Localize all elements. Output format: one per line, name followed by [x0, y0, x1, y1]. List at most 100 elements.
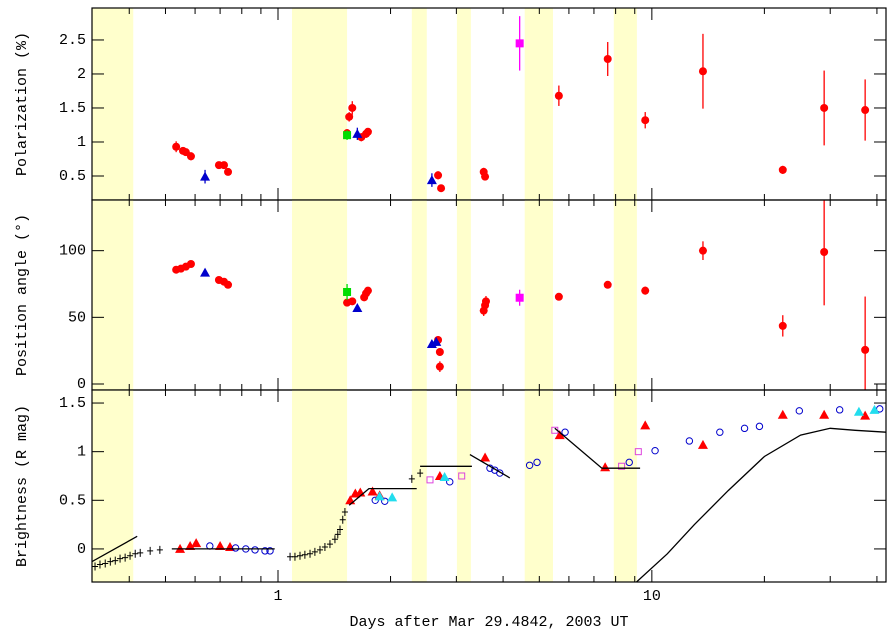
point: [435, 362, 444, 371]
point: [92, 562, 99, 571]
point: [435, 348, 444, 356]
shaded-interval: [292, 8, 348, 200]
point: [640, 420, 651, 430]
x-tick-label: 10: [643, 588, 661, 605]
point: [740, 424, 749, 433]
point: [755, 422, 764, 431]
y-tick-label: 1.5: [59, 100, 86, 117]
point: [132, 549, 139, 558]
panel-frame: [91, 389, 887, 583]
point: [437, 184, 446, 193]
point: [481, 297, 490, 306]
plot-area: [92, 200, 870, 390]
point: [107, 557, 114, 566]
point: [112, 556, 119, 565]
point: [795, 407, 804, 415]
point: [387, 492, 398, 502]
shaded-interval: [92, 200, 134, 390]
point: [554, 430, 565, 440]
point: [331, 535, 338, 544]
y-tick-label: 0.5: [59, 168, 86, 185]
point: [820, 248, 829, 256]
point: [853, 406, 864, 416]
shaded-interval: [411, 8, 427, 200]
point: [481, 172, 490, 181]
point: [200, 267, 211, 277]
point: [185, 541, 196, 551]
point: [861, 345, 870, 354]
point: [348, 297, 357, 306]
shaded-interval: [524, 390, 554, 582]
plot-area: [92, 390, 886, 582]
point: [634, 448, 642, 456]
y-tick-label: 0: [77, 376, 86, 393]
point: [625, 458, 633, 467]
point: [296, 551, 303, 560]
point: [316, 545, 323, 554]
point: [352, 303, 363, 312]
y-tick-label: 1: [77, 444, 86, 461]
plot-area: [92, 8, 870, 200]
point: [122, 553, 129, 562]
point: [343, 131, 352, 140]
point: [778, 321, 787, 330]
point: [554, 91, 563, 100]
point: [147, 546, 154, 555]
point: [561, 428, 569, 436]
point: [618, 462, 626, 470]
point: [819, 409, 830, 419]
point: [96, 560, 103, 569]
shaded-interval: [456, 200, 471, 390]
point: [496, 469, 504, 477]
point: [117, 554, 124, 563]
point: [641, 286, 650, 295]
shaded-interval: [92, 8, 134, 200]
point: [480, 452, 491, 462]
point: [777, 409, 788, 419]
point: [554, 292, 563, 301]
point: [219, 161, 228, 170]
x-tick-label: 1: [274, 588, 283, 605]
y-tick-label: 1.5: [59, 395, 86, 412]
panel-frame: [91, 199, 887, 391]
point: [515, 293, 524, 302]
y-tick-label: 100: [59, 243, 86, 260]
point: [352, 128, 363, 138]
point: [603, 280, 612, 289]
point: [266, 547, 274, 555]
shaded-interval: [292, 200, 348, 390]
shaded-interval: [411, 390, 427, 582]
point: [231, 544, 240, 552]
point: [307, 549, 314, 558]
shaded-interval: [92, 390, 134, 582]
panel: 0.5 1 1.5 2 2.5 Polarization (%): [14, 7, 887, 201]
y-tick-label: 0.5: [59, 492, 86, 509]
point: [651, 446, 659, 455]
point: [374, 491, 385, 501]
panel: 0 0.5 1 1.5 1 10 Brightness (R mag) Days after …: [14, 389, 887, 631]
point: [326, 540, 333, 549]
point: [641, 116, 650, 125]
point: [345, 112, 354, 121]
point: [334, 530, 341, 539]
y-tick-label: 2.5: [59, 32, 86, 49]
point: [172, 142, 181, 151]
point: [600, 462, 611, 472]
y-tick-label: 1: [77, 134, 86, 151]
point: [337, 525, 344, 534]
point: [321, 542, 328, 551]
point: [348, 103, 357, 112]
point: [685, 437, 694, 445]
point: [778, 165, 787, 174]
point: [102, 559, 109, 568]
point: [137, 548, 144, 557]
shaded-interval: [613, 390, 637, 582]
shaded-interval: [613, 8, 637, 200]
shaded-interval: [613, 200, 637, 390]
point: [186, 260, 195, 268]
point: [426, 175, 437, 185]
y-axis-label: Position angle (°): [14, 214, 31, 376]
point: [224, 167, 233, 176]
y-axis-label: Brightness (R mag): [14, 405, 31, 567]
